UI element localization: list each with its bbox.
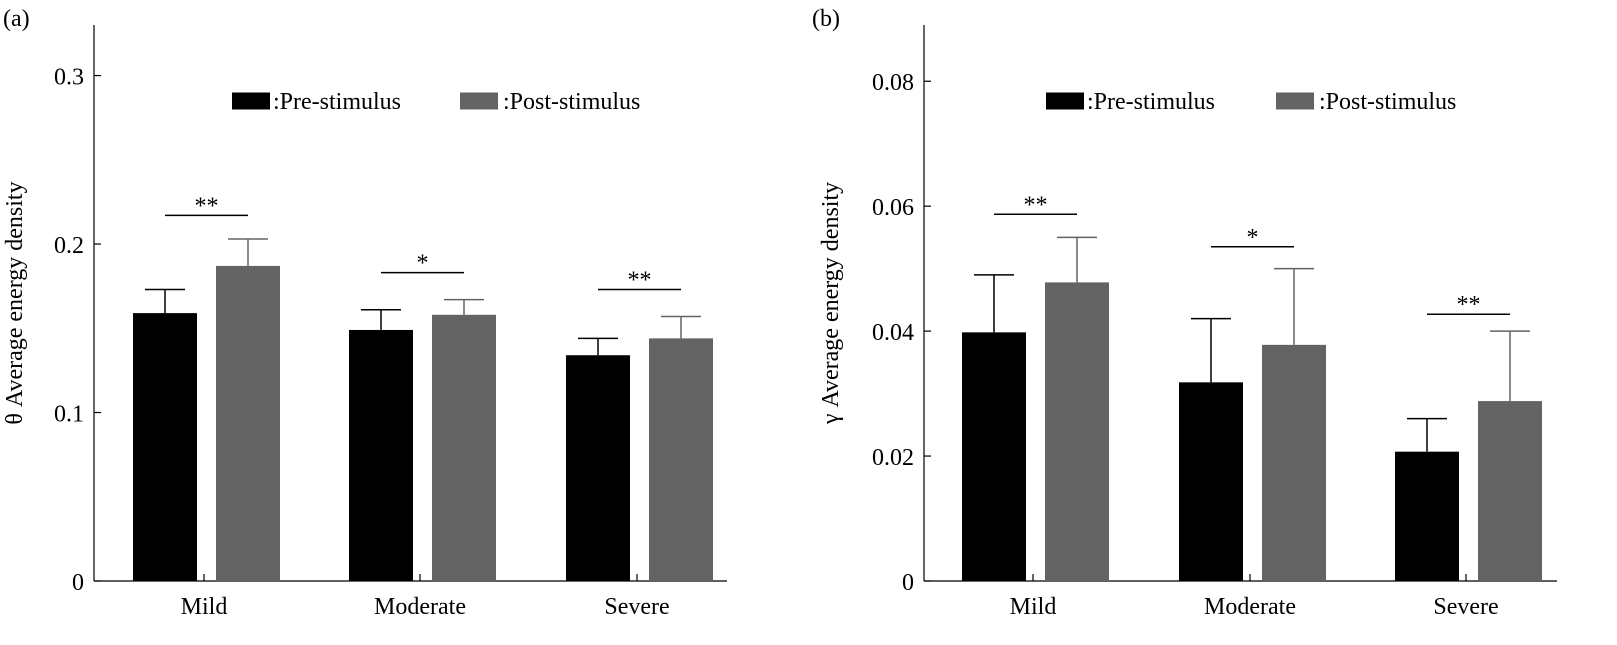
legend-swatch-pre — [1046, 92, 1084, 110]
bar-post-moderate — [432, 314, 496, 581]
y-tick-label: 0.2 — [54, 233, 84, 259]
x-tick-label: Severe — [604, 594, 669, 620]
bar-pre-severe — [566, 355, 630, 581]
x-tick-label: Severe — [1433, 594, 1498, 620]
legend-label-pre: :Pre-stimulus — [1087, 89, 1215, 115]
y-tick-label: 0.3 — [54, 65, 84, 91]
bar-pre-moderate — [349, 329, 413, 581]
legend-swatch-post — [460, 92, 498, 110]
significance-marker: ** — [1457, 292, 1481, 318]
y-tick-label: 0 — [902, 570, 914, 596]
bar-post-moderate — [1262, 344, 1326, 581]
legend-label-post: :Post-stimulus — [1319, 89, 1456, 115]
legend-swatch-pre — [232, 92, 270, 110]
significance-marker: ** — [195, 193, 219, 219]
bar-pre-severe — [1395, 451, 1459, 581]
x-tick-label: Moderate — [1204, 594, 1296, 620]
y-axis-label: γ Average energy density — [818, 182, 844, 425]
y-tick-label: 0.04 — [872, 320, 914, 346]
legend-label-pre: :Pre-stimulus — [273, 89, 401, 115]
significance-marker: ** — [628, 268, 652, 294]
bar-post-mild — [1045, 282, 1109, 581]
significance-marker: * — [1247, 225, 1259, 251]
legend-label-post: :Post-stimulus — [503, 89, 640, 115]
panel-a: (a) 0 0.1 0.2 0.3 θ Average energy density Mil… — [2, 6, 727, 620]
bar-post-severe — [1478, 401, 1542, 581]
x-tick-label: Moderate — [374, 594, 466, 620]
panel-label: (b) — [812, 6, 840, 32]
x-tick-label: Mild — [1010, 594, 1057, 620]
y-tick-label: 0 — [72, 570, 84, 596]
y-axis-label: θ Average energy density — [2, 181, 28, 424]
bar-post-severe — [649, 338, 713, 581]
significance-marker: ** — [1024, 192, 1048, 218]
panel-b: (b) 0 0.02 0.04 0.06 0.08 γ Average energy den… — [812, 6, 1557, 620]
significance-marker: * — [417, 251, 429, 277]
bar-post-mild — [216, 265, 280, 581]
bar-pre-moderate — [1179, 382, 1243, 581]
y-tick-label: 0.1 — [54, 402, 84, 428]
y-tick-label: 0.06 — [872, 195, 914, 221]
bar-pre-mild — [962, 332, 1026, 581]
y-tick-label: 0.08 — [872, 70, 914, 96]
bar-pre-mild — [133, 313, 197, 581]
legend-swatch-post — [1276, 92, 1314, 110]
y-tick-label: 0.02 — [872, 445, 914, 471]
panel-label: (a) — [3, 6, 30, 32]
x-tick-label: Mild — [181, 594, 228, 620]
